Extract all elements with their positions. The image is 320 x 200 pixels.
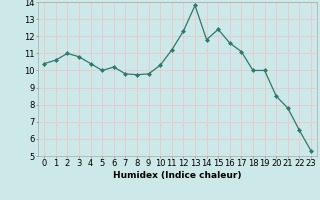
X-axis label: Humidex (Indice chaleur): Humidex (Indice chaleur)	[113, 171, 242, 180]
